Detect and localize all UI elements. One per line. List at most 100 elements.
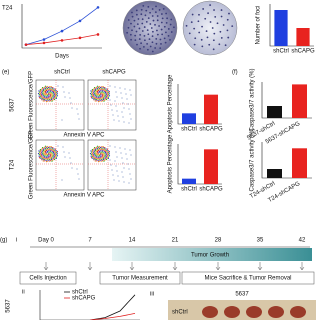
event	[107, 153, 109, 155]
event	[114, 86, 116, 88]
event	[48, 151, 50, 153]
event	[64, 156, 66, 158]
event	[102, 159, 104, 161]
event	[98, 146, 100, 148]
arrow	[215, 262, 221, 271]
x-axis-label: Annexin V APC	[63, 133, 105, 139]
event	[42, 93, 44, 95]
event	[47, 149, 49, 151]
event	[69, 97, 71, 99]
event	[44, 154, 47, 156]
event	[101, 157, 103, 159]
event	[44, 157, 46, 159]
event	[122, 162, 124, 164]
event	[118, 120, 120, 122]
event	[89, 92, 92, 95]
event	[128, 122, 130, 124]
colony	[165, 31, 167, 34]
event	[99, 146, 102, 149]
event	[69, 157, 71, 159]
event	[106, 98, 108, 101]
photo-row-label: shCtrl	[172, 310, 188, 316]
event	[55, 155, 57, 157]
event	[95, 151, 97, 153]
event	[91, 149, 94, 151]
event	[46, 147, 49, 149]
event	[39, 154, 41, 156]
event	[108, 150, 110, 153]
event	[46, 99, 48, 101]
event	[46, 88, 48, 90]
event	[93, 157, 95, 160]
row-label: T24	[10, 159, 16, 170]
colony	[154, 11, 157, 14]
event	[104, 149, 106, 151]
event	[48, 148, 50, 150]
event	[43, 151, 45, 153]
category-label: shCAPG	[199, 127, 223, 133]
event	[91, 92, 93, 94]
event	[94, 96, 96, 98]
event	[107, 91, 109, 93]
event	[113, 179, 115, 181]
event	[47, 158, 49, 160]
event	[46, 153, 48, 156]
event	[51, 97, 53, 99]
event	[45, 159, 47, 162]
tumor	[290, 306, 306, 318]
event	[38, 157, 41, 159]
event	[53, 148, 55, 150]
event	[116, 110, 118, 112]
event	[117, 175, 119, 177]
event	[51, 148, 54, 150]
event	[91, 94, 93, 96]
event	[101, 160, 103, 162]
event	[41, 86, 44, 89]
event	[125, 153, 127, 155]
event	[48, 99, 50, 101]
event	[46, 97, 48, 99]
colony	[146, 29, 149, 31]
event	[102, 98, 105, 100]
event	[50, 145, 52, 148]
event	[108, 154, 110, 156]
event	[102, 158, 105, 160]
event	[52, 152, 55, 154]
event	[99, 100, 101, 102]
arrow	[87, 262, 93, 271]
event	[104, 159, 106, 161]
day-label: 42	[299, 238, 306, 244]
flow-plot	[35, 139, 85, 191]
event	[96, 100, 98, 102]
event	[93, 86, 96, 89]
colony	[213, 32, 216, 35]
event	[103, 149, 105, 151]
event	[41, 148, 43, 150]
colony	[170, 18, 173, 21]
colony	[154, 47, 157, 49]
event	[41, 97, 43, 100]
event	[97, 147, 99, 149]
event	[46, 150, 49, 152]
panel-label: (f)	[232, 70, 238, 76]
event	[47, 98, 49, 100]
event	[97, 153, 99, 155]
event	[47, 145, 49, 148]
event	[54, 154, 56, 156]
colony	[139, 47, 141, 50]
event	[39, 94, 41, 96]
event	[103, 100, 105, 102]
event	[38, 155, 40, 157]
colony	[227, 36, 230, 39]
event	[47, 86, 50, 89]
event	[50, 158, 53, 160]
event	[48, 157, 50, 159]
event	[56, 155, 59, 157]
event	[49, 92, 51, 94]
colony	[135, 9, 138, 12]
colony	[138, 27, 141, 30]
colony	[138, 38, 141, 40]
event	[97, 90, 100, 92]
event	[115, 165, 117, 167]
event	[43, 152, 45, 154]
